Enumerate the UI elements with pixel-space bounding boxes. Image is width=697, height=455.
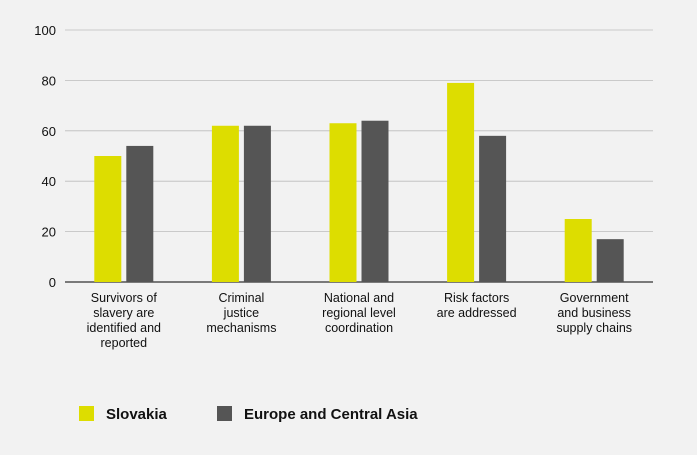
bar-europe-central-asia [126,145,154,282]
y-tick-label: 20 [42,225,56,240]
y-tick-label: 60 [42,124,56,139]
y-axis: 0 20 40 60 80 100 [34,23,56,290]
bar-slovakia [447,82,475,282]
x-category-label: Criminal justice mechanisms [206,291,276,335]
x-category-label: National and regional level coordination [322,291,396,335]
x-category-label: Government and business supply chains [556,291,632,335]
bar-slovakia [329,123,357,283]
x-category-label: Survivors of slavery are identified and rep… [87,291,161,350]
x-category-label: Risk factors are addressed [437,291,517,320]
bar-europe-central-asia [361,120,389,282]
y-tick-label: 0 [49,275,56,290]
bar-europe-central-asia [243,125,271,282]
legend-label: Europe and Central Asia [244,406,418,423]
bar-europe-central-asia [596,239,624,282]
bar-europe-central-asia [479,135,507,282]
x-axis-labels: Survivors of slavery are identified and rep… [87,291,632,350]
legend-swatch [217,406,232,421]
legend-label: Slovakia [106,406,168,423]
legend-swatch [79,406,94,421]
bar-slovakia [94,156,122,282]
y-tick-label: 80 [42,73,56,88]
bar-slovakia [564,219,592,282]
gridlines [65,29,653,283]
bars [94,82,624,283]
legend: Slovakia Europe and Central Asia [79,406,418,423]
y-tick-label: 100 [34,23,56,38]
y-tick-label: 40 [42,174,56,189]
bar-slovakia [211,125,239,282]
